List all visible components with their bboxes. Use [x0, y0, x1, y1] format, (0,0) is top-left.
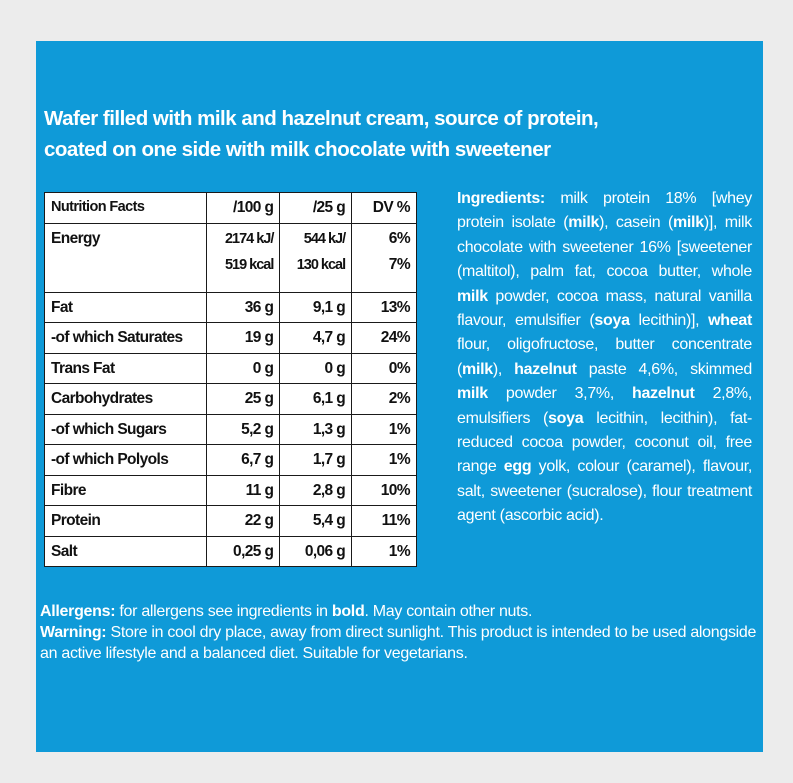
value-dv: 10%	[351, 474, 417, 506]
value-per-100g: 5,2 g	[205, 413, 281, 445]
label-panel: Wafer filled with milk and hazelnut crea…	[36, 41, 763, 752]
ingredient-text-run: )], milk chocolate with sweetener 16% [s…	[457, 214, 752, 281]
ingredient-text-run: ),	[492, 360, 515, 378]
header-per-100g: /100 g	[205, 192, 281, 224]
table-header-row: Nutrition Facts /100 g /25 g DV %	[44, 192, 417, 224]
value-per-25g: 1,7 g	[279, 444, 353, 476]
row-label: -of which Saturates	[44, 322, 207, 354]
row-label: Salt	[44, 535, 207, 567]
row-label: Energy	[44, 222, 207, 293]
value-dv: 13%	[351, 291, 417, 323]
ingredient-text-run: powder, cocoa mass, natural vanilla flav…	[457, 287, 752, 330]
allergens-text-after: . May contain other nuts.	[364, 603, 533, 620]
row-label: Carbohydrates	[44, 383, 207, 415]
header-nutrition-facts: Nutrition Facts	[44, 192, 207, 224]
allergens-bold-word: bold	[331, 603, 365, 620]
energy-per-100g: 2174 kJ/ 519 kcal	[205, 222, 281, 293]
energy-dv-kcal: 7%	[388, 255, 411, 273]
energy-per-100g-kcal: 519 kcal	[224, 256, 274, 273]
energy-per-25g-kcal: 130 kcal	[296, 256, 346, 273]
row-label: Fat	[44, 291, 207, 323]
table-row: Protein 22 g 5,4 g 11%	[44, 505, 417, 537]
value-per-100g: 22 g	[205, 505, 281, 537]
ingredient-text-run: lecithin, lecithin), fat-reduced cocoa p…	[457, 409, 752, 476]
row-label: Trans Fat	[44, 352, 207, 384]
nutrition-facts-table: Nutrition Facts /100 g /25 g DV % Energy…	[44, 192, 417, 567]
value-per-25g: 5,4 g	[279, 505, 353, 537]
row-label: -of which Polyols	[44, 444, 207, 476]
ingredients-label: Ingredients:	[457, 190, 545, 207]
value-dv: 2%	[351, 383, 417, 415]
allergens-warning-block: Allergens: for allergens see ingredients…	[40, 601, 762, 664]
table-row: -of which Saturates 19 g 4,7 g 24%	[44, 322, 417, 354]
ingredient-text-run: 2,8%, emulsifiers (	[457, 385, 753, 427]
header-per-25g: /25 g	[279, 192, 353, 224]
value-dv: 11%	[351, 505, 417, 537]
ingredient-text-run: yolk, colour (caramel), flavour, salt, s…	[457, 458, 753, 525]
energy-per-25g-kj: 544 kJ/	[303, 230, 346, 247]
value-dv: 1%	[351, 413, 417, 445]
ingredients-text: Ingredients: milk protein 18% [whey prot…	[457, 187, 752, 529]
allergens-label: Allergens:	[40, 603, 116, 620]
value-per-25g: 4,7 g	[279, 322, 353, 354]
energy-dv: 6% 7%	[351, 222, 417, 293]
ingredient-text-run: milk protein 18% [whey protein isolate (	[457, 190, 752, 232]
ingredient-allergen: milk	[457, 385, 488, 403]
value-per-100g: 0 g	[205, 352, 281, 384]
product-description-line-1: Wafer filled with milk and hazelnut crea…	[44, 107, 599, 130]
ingredient-allergen: soya	[594, 312, 630, 330]
ingredient-allergen: hazelnut	[632, 385, 695, 403]
warning-text: Store in cool dry place, away from direc…	[40, 624, 757, 662]
value-per-25g: 1,3 g	[279, 413, 353, 445]
row-label: Fibre	[44, 474, 207, 506]
ingredients-body: milk protein 18% [whey protein isolate (…	[457, 190, 752, 524]
table-row: -of which Sugars 5,2 g 1,3 g 1%	[44, 413, 417, 445]
ingredient-allergen: soya	[548, 409, 584, 427]
table-row: Fibre 11 g 2,8 g 10%	[44, 474, 417, 506]
ingredient-allergen: milk	[462, 360, 493, 378]
ingredient-text-run: paste 4,6%, skimmed	[576, 360, 753, 378]
table-row-energy: Energy 2174 kJ/ 519 kcal 544 kJ/ 130 kca…	[44, 222, 417, 293]
value-per-100g: 11 g	[205, 474, 281, 506]
row-label: Protein	[44, 505, 207, 537]
product-description: Wafer filled with milk and hazelnut crea…	[44, 103, 756, 165]
energy-per-25g: 544 kJ/ 130 kcal	[279, 222, 353, 293]
ingredient-text-run: lecithin)],	[629, 312, 709, 330]
ingredient-allergen: wheat	[708, 312, 752, 330]
ingredient-allergen: egg	[503, 458, 532, 476]
value-per-100g: 19 g	[205, 322, 281, 354]
value-per-25g: 2,8 g	[279, 474, 353, 506]
value-per-25g: 9,1 g	[279, 291, 353, 323]
value-per-100g: 0,25 g	[205, 535, 281, 567]
table-row: Salt 0,25 g 0,06 g 1%	[44, 535, 417, 567]
ingredient-allergen: milk	[457, 287, 488, 305]
value-per-25g: 6,1 g	[279, 383, 353, 415]
value-per-25g: 0 g	[279, 352, 353, 384]
value-dv: 1%	[351, 444, 417, 476]
value-per-100g: 25 g	[205, 383, 281, 415]
ingredient-text-run: ), casein (	[599, 214, 673, 232]
product-description-line-2: coated on one side with milk chocolate w…	[44, 138, 551, 161]
allergens-text-before: for allergens see ingredients in	[115, 603, 332, 620]
row-label: -of which Sugars	[44, 413, 207, 445]
value-per-100g: 6,7 g	[205, 444, 281, 476]
value-per-25g: 0,06 g	[279, 535, 353, 567]
value-dv: 24%	[351, 322, 417, 354]
table-row: Carbohydrates 25 g 6,1 g 2%	[44, 383, 417, 415]
table-row: -of which Polyols 6,7 g 1,7 g 1%	[44, 444, 417, 476]
value-dv: 0%	[351, 352, 417, 384]
table-row: Fat 36 g 9,1 g 13%	[44, 291, 417, 323]
ingredient-allergen: milk	[568, 214, 600, 232]
energy-per-100g-kj: 2174 kJ/	[224, 230, 274, 247]
ingredient-text-run: powder 3,7%,	[487, 385, 633, 403]
value-dv: 1%	[351, 535, 417, 567]
value-per-100g: 36 g	[205, 291, 281, 323]
energy-dv-kj: 6%	[388, 229, 411, 247]
ingredient-allergen: milk	[672, 214, 704, 232]
table-row: Trans Fat 0 g 0 g 0%	[44, 352, 417, 384]
ingredient-allergen: hazelnut	[514, 360, 577, 378]
ingredient-text-run: flour, oligofructose, butter concentrate…	[457, 336, 752, 378]
warning-label: Warning:	[40, 624, 107, 641]
header-dv-percent: DV %	[351, 192, 417, 224]
